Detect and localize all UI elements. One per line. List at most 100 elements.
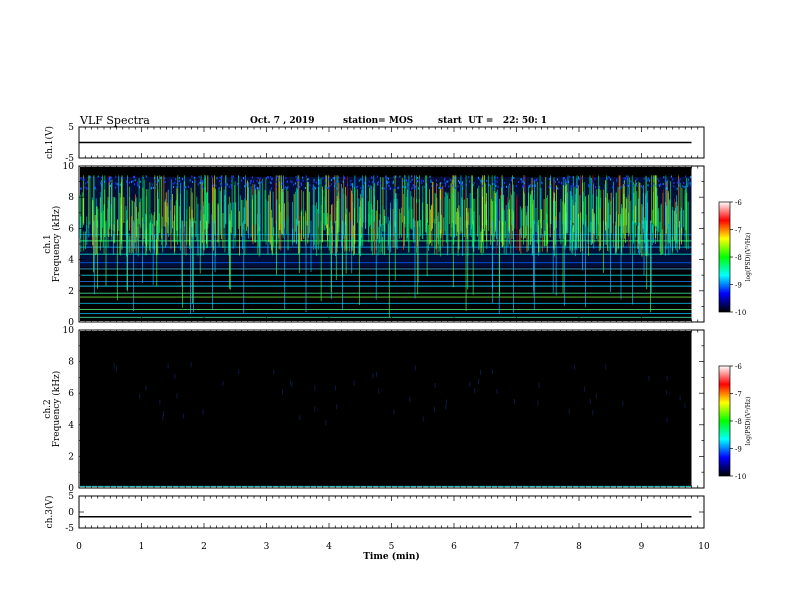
noise-speckle [459,181,461,184]
noise-speckle [181,177,183,180]
noise-speckle [197,183,199,186]
noise-speckle [677,181,679,184]
noise-speckle [572,183,574,186]
noise-speckle [164,177,166,180]
noise-speckle [673,185,675,188]
colorbar-tick-label: -6 [735,199,742,207]
noise-speckle [305,175,307,178]
noise-speckle [504,182,506,185]
noise-speckle [523,185,525,188]
faint-speckle [589,398,591,404]
noise-speckle [84,182,86,185]
faint-speckle [409,396,411,402]
noise-speckle [194,176,196,179]
noise-speckle [119,183,121,186]
noise-speckle [589,183,591,186]
noise-speckle [117,185,119,188]
noise-speckle [154,180,156,183]
noise-speckle [337,179,339,182]
noise-speckle [97,175,99,178]
y-axis-label: Frequency (kHz) [51,371,62,448]
noise-speckle [521,181,523,184]
faint-speckle [335,385,337,391]
noise-speckle [682,185,684,188]
noise-speckle [242,177,244,180]
noise-speckle [351,183,353,186]
noise-speckle [565,179,567,182]
noise-speckle [678,184,680,187]
noise-speckle [372,181,374,184]
noise-speckle [522,180,524,183]
noise-speckle [82,178,84,181]
noise-speckle [496,180,498,183]
noise-speckle [252,176,254,179]
colorbar-gradient [718,365,731,477]
noise-speckle [170,178,172,181]
noise-speckle [132,179,134,182]
noise-speckle [404,177,406,180]
noise-speckle [553,186,555,189]
noise-speckle [568,180,570,183]
noise-speckle [306,180,308,183]
noise-speckle [360,178,362,181]
noise-speckle [176,182,178,185]
noise-speckle [183,178,185,181]
noise-speckle [449,178,451,181]
noise-speckle [151,183,153,186]
faint-speckle [159,399,161,405]
noise-speckle [616,180,618,183]
noise-speckle [621,185,623,188]
noise-speckle [328,187,330,190]
noise-speckle [252,180,254,183]
colorbar-ch2: -6 -7 -8 -9 -10 log(PSD)(V²/Hz) [718,363,752,481]
noise-speckle [496,176,498,179]
panel-axes-3: 0 2 4 6 8 10 ch.2 Frequency (kHz) [43,326,705,494]
noise-speckle [331,179,333,182]
y-tick-label: 6 [68,224,74,234]
noise-speckle [284,186,286,189]
faint-speckle [174,374,176,380]
noise-speckle [150,187,152,190]
x-tick-label: 1 [139,542,145,552]
noise-speckle [387,181,389,184]
noise-speckle [376,182,378,185]
y-tick-label: 5 [68,123,74,133]
noise-speckle [518,180,520,183]
noise-speckle [689,176,691,179]
noise-speckle [523,182,525,185]
x-tick-label: 6 [451,542,457,552]
noise-speckle [392,182,394,185]
noise-speckle [265,177,267,180]
noise-speckle [83,178,85,181]
y-tick-label: 4 [68,256,74,266]
faint-speckle [474,387,476,393]
noise-speckle [397,187,399,190]
noise-speckle [657,177,659,180]
noise-speckle [267,176,269,179]
noise-speckle [220,179,222,182]
noise-speckle [406,180,408,183]
noise-speckle [80,177,82,180]
faint-speckle [513,398,515,404]
noise-speckle [309,184,311,187]
noise-speckle [435,179,437,182]
noise-speckle [367,184,369,187]
panel-axes-2: 0 2 4 6 8 10 ch.1 Frequency (kHz) [43,162,705,328]
noise-speckle [280,183,282,186]
noise-speckle [548,186,550,189]
faint-speckle [480,369,482,375]
noise-speckle [202,181,204,184]
faint-speckle [433,406,435,412]
colorbar-tick-label: -8 [735,254,742,262]
noise-speckle [350,180,352,183]
noise-speckle [330,183,332,186]
faint-speckle [273,369,275,375]
faint-speckle [538,383,540,389]
noise-speckle [191,175,193,178]
noise-speckle [541,181,543,184]
noise-speckle [473,181,475,184]
noise-speckle [363,181,365,184]
colorbar-tick-label: -10 [735,473,746,481]
noise-speckle [198,175,200,178]
noise-speckle [200,181,202,184]
